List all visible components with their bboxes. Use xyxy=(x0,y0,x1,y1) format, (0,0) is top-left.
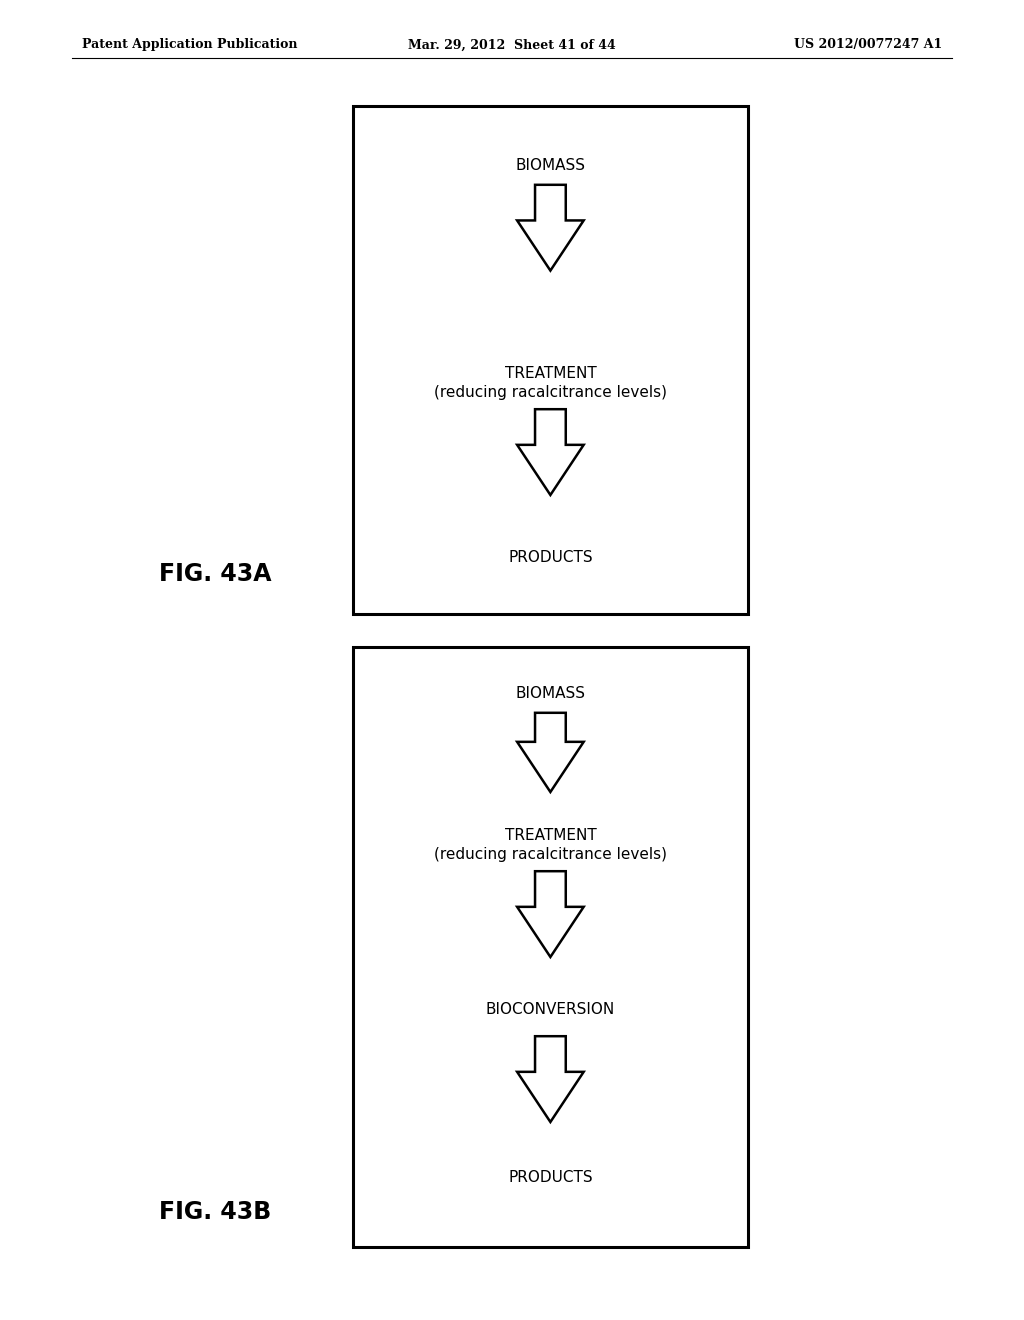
Polygon shape xyxy=(517,185,584,271)
Bar xyxy=(353,647,748,1247)
Text: PRODUCTS: PRODUCTS xyxy=(508,1170,593,1185)
Polygon shape xyxy=(517,1036,584,1122)
Text: BIOCONVERSION: BIOCONVERSION xyxy=(485,1002,615,1018)
Text: FIG. 43B: FIG. 43B xyxy=(159,1200,271,1224)
Text: US 2012/0077247 A1: US 2012/0077247 A1 xyxy=(794,38,942,51)
Text: Mar. 29, 2012  Sheet 41 of 44: Mar. 29, 2012 Sheet 41 of 44 xyxy=(409,38,615,51)
Text: FIG. 43A: FIG. 43A xyxy=(159,562,271,586)
Text: TREATMENT
(reducing racalcitrance levels): TREATMENT (reducing racalcitrance levels… xyxy=(434,828,667,862)
Text: BIOMASS: BIOMASS xyxy=(515,157,586,173)
Text: Patent Application Publication: Patent Application Publication xyxy=(82,38,297,51)
Polygon shape xyxy=(517,409,584,495)
Polygon shape xyxy=(517,871,584,957)
Text: TREATMENT
(reducing racalcitrance levels): TREATMENT (reducing racalcitrance levels… xyxy=(434,366,667,400)
Text: BIOMASS: BIOMASS xyxy=(515,685,586,701)
Bar xyxy=(353,106,748,614)
Text: PRODUCTS: PRODUCTS xyxy=(508,549,593,565)
Polygon shape xyxy=(517,713,584,792)
